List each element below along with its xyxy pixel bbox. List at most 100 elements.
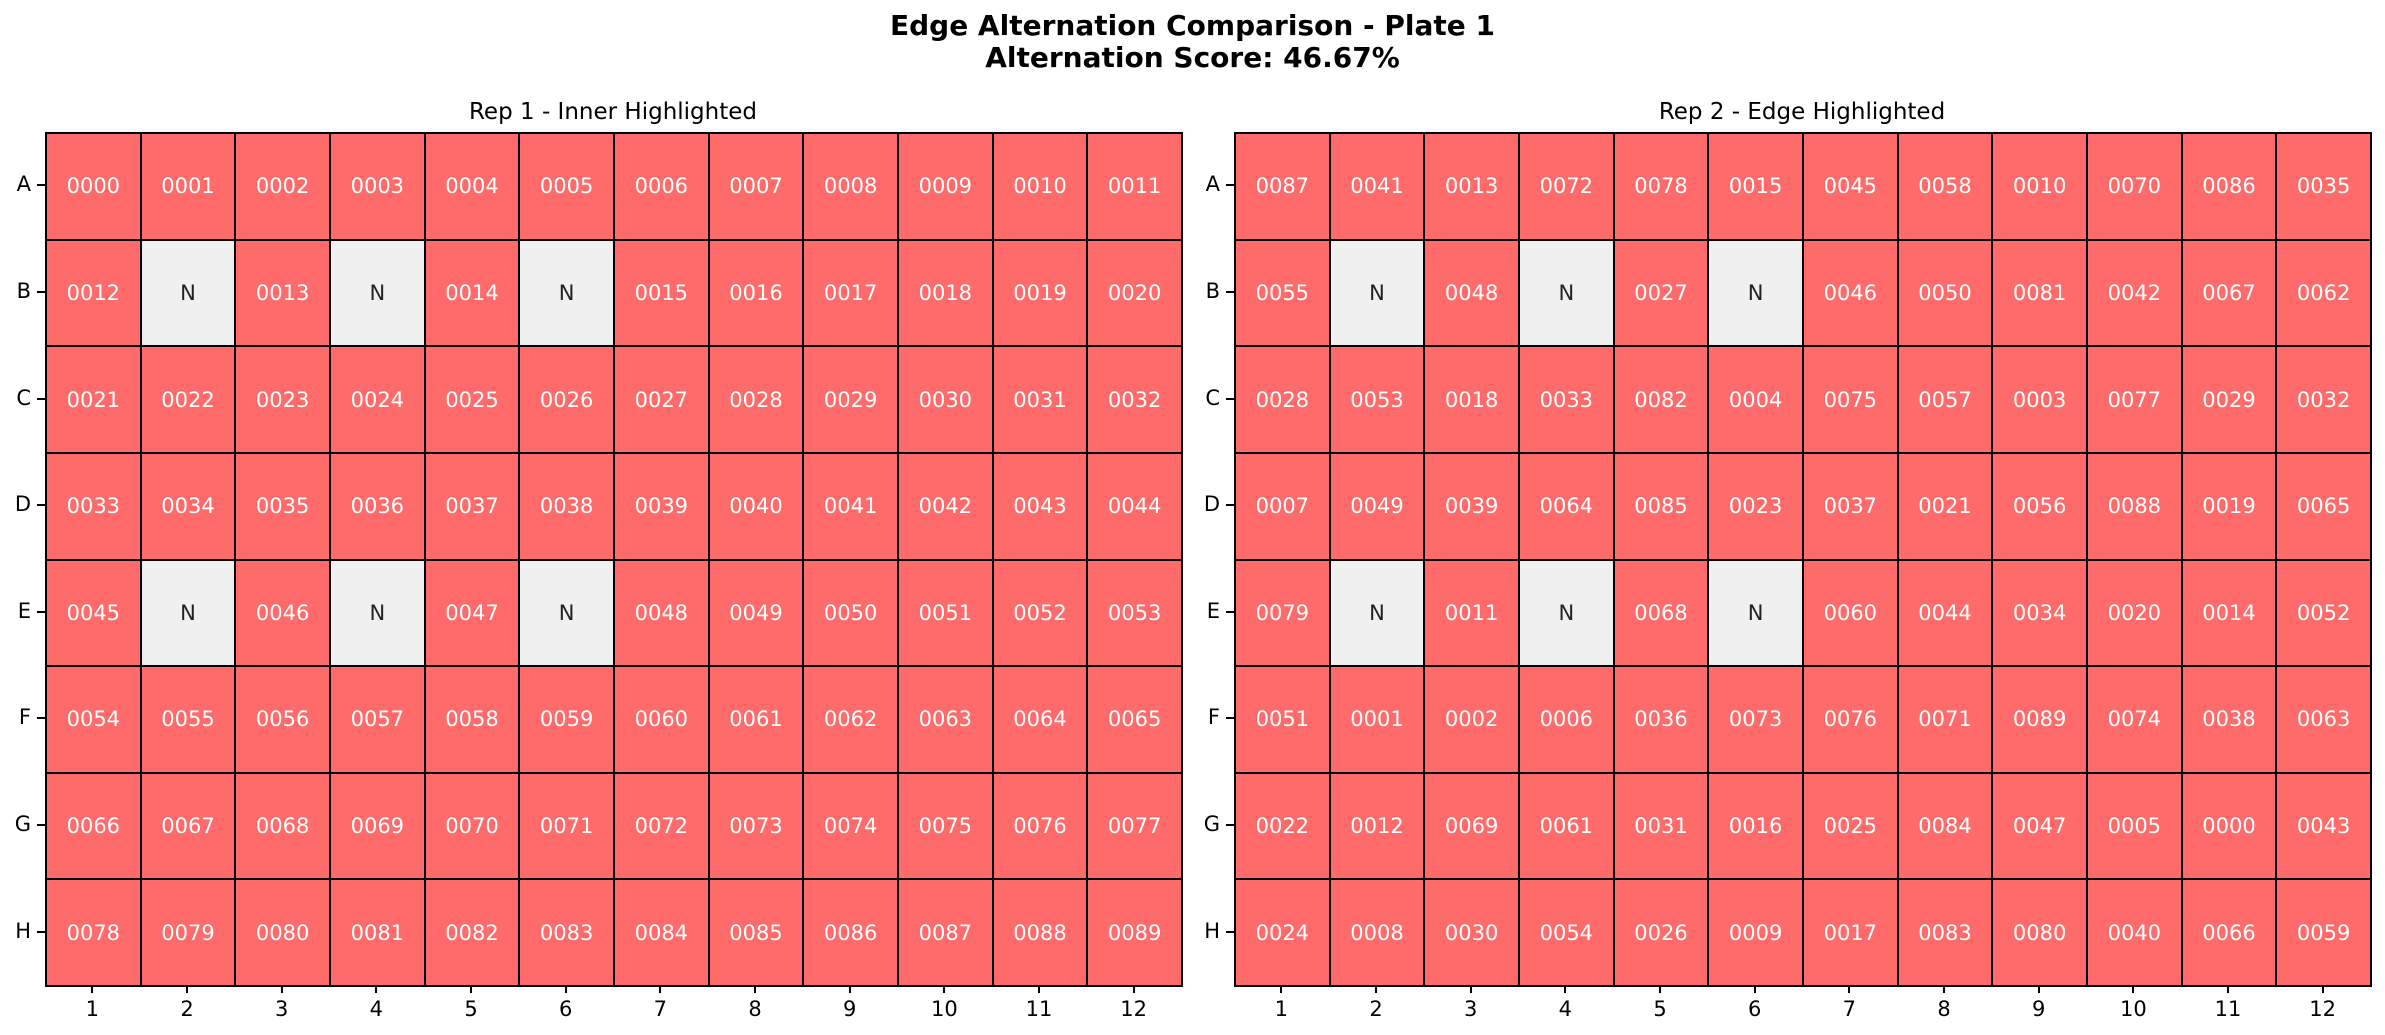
empty-well: N <box>518 558 615 668</box>
row-label: A <box>16 172 31 197</box>
well-cell: 0033 <box>1518 345 1615 454</box>
row-label: B <box>16 278 31 303</box>
plate-grid: 0000 0001 0002 0003 0004 0005 0006 0007 0008 0009… <box>45 132 1183 987</box>
well-cell: 0041 <box>1328 132 1426 241</box>
well-cell: 0064 <box>1518 451 1615 561</box>
empty-well: N <box>1518 238 1615 348</box>
well-cell: 0070 <box>2086 132 2183 241</box>
well-cell: 0061 <box>1518 771 1615 881</box>
empty-well: N <box>329 238 426 348</box>
well-cell: 0002 <box>234 132 331 241</box>
col-label: 1 <box>85 997 100 1021</box>
col-tick <box>1038 985 1040 993</box>
row-tick <box>1226 610 1234 613</box>
well-cell: 0057 <box>329 665 426 774</box>
col-tick <box>1564 985 1567 993</box>
well-cell: 0022 <box>1234 771 1331 881</box>
well-cell: 0032 <box>2275 345 2372 454</box>
well-cell: 0066 <box>2180 878 2278 987</box>
well-cell: 0023 <box>234 345 331 454</box>
col-tick <box>848 985 851 993</box>
well-cell: 0018 <box>1423 345 1520 454</box>
well-cell: 0052 <box>2275 558 2372 668</box>
row-label: H <box>1204 918 1220 943</box>
well-cell: 0044 <box>1086 451 1183 561</box>
well-cell: 0048 <box>613 558 710 668</box>
well-cell: 0025 <box>423 345 521 454</box>
row-label: F <box>18 705 31 730</box>
well-cell: 0047 <box>1991 771 2088 881</box>
well-cell: 0008 <box>802 132 899 241</box>
row-tick <box>37 504 45 507</box>
well-cell: 0065 <box>2275 451 2372 561</box>
well-cell: 0010 <box>991 132 1089 241</box>
well-cell: 0028 <box>707 345 805 454</box>
well-cell: 0082 <box>423 878 521 987</box>
well-cell: 0001 <box>1328 665 1426 774</box>
well-cell: 0079 <box>139 878 237 987</box>
well-cell: 0029 <box>2180 345 2278 454</box>
well-cell: 0031 <box>1612 771 1710 881</box>
well-cell: 0013 <box>1423 132 1520 241</box>
well-cell: 0057 <box>1896 345 1994 454</box>
well-cell: 0043 <box>2275 771 2372 881</box>
well-cell: 0088 <box>991 878 1089 987</box>
well-cell: 0044 <box>1896 558 1994 668</box>
col-label: 1 <box>1274 997 1289 1021</box>
col-tick <box>659 985 662 993</box>
empty-well: N <box>1328 238 1426 348</box>
col-tick <box>2321 985 2324 993</box>
well-cell: 0007 <box>707 132 805 241</box>
well-cell: 0010 <box>1991 132 2088 241</box>
col-tick <box>2132 985 2135 993</box>
figure-title-line2: Alternation Score: 46.67% <box>985 41 1400 74</box>
well-cell: 0085 <box>1612 451 1710 561</box>
col-label: 5 <box>1653 997 1667 1021</box>
col-label: 12 <box>1120 997 1148 1021</box>
empty-well: N <box>1707 558 1804 668</box>
row-tick <box>37 930 45 933</box>
well-cell: 0062 <box>2275 238 2372 348</box>
plate-grid: 0087 0041 0013 0072 0078 0015 0045 0058 0010 0070… <box>1234 132 2372 987</box>
well-cell: 0089 <box>1991 665 2088 774</box>
well-cell: 0088 <box>2086 451 2183 561</box>
col-label: 12 <box>2309 997 2337 1021</box>
well-cell: 0054 <box>45 665 142 774</box>
col-tick <box>375 985 378 993</box>
col-label: 6 <box>1747 997 1762 1021</box>
well-cell: 0032 <box>1086 345 1183 454</box>
col-label: 7 <box>1842 997 1857 1021</box>
well-cell: 0022 <box>139 345 237 454</box>
well-cell: 0008 <box>1328 878 1426 987</box>
well-cell: 0017 <box>802 238 899 348</box>
well-cell: 0009 <box>897 132 994 241</box>
col-tick <box>1132 985 1135 993</box>
well-cell: 0067 <box>139 771 237 881</box>
well-cell: 0051 <box>1234 665 1331 774</box>
well-cell: 0030 <box>1423 878 1520 987</box>
col-label: 10 <box>930 997 958 1021</box>
well-cell: 0007 <box>1234 451 1331 561</box>
well-cell: 0047 <box>423 558 521 668</box>
col-label: 2 <box>1369 997 1383 1021</box>
well-cell: 0068 <box>234 771 331 881</box>
panel-title: Rep 1 - Inner Highlighted <box>468 99 757 125</box>
well-cell: 0004 <box>1707 345 1804 454</box>
well-cell: 0076 <box>1802 665 1899 774</box>
well-cell: 0035 <box>234 451 331 561</box>
row-tick <box>1226 824 1234 827</box>
well-cell: 0034 <box>1991 558 2088 668</box>
well-cell: 0039 <box>1423 451 1520 561</box>
row-tick <box>37 717 45 720</box>
well-cell: 0039 <box>613 451 710 561</box>
col-label: 9 <box>2031 997 2046 1021</box>
well-cell: 0063 <box>897 665 994 774</box>
well-cell: 0049 <box>707 558 805 668</box>
well-cell: 0045 <box>1802 132 1899 241</box>
well-cell: 0074 <box>2086 665 2183 774</box>
well-cell: 0058 <box>1896 132 1994 241</box>
well-cell: 0070 <box>423 771 521 881</box>
well-cell: 0055 <box>1234 238 1331 348</box>
well-cell: 0018 <box>897 238 994 348</box>
well-cell: 0012 <box>1328 771 1426 881</box>
